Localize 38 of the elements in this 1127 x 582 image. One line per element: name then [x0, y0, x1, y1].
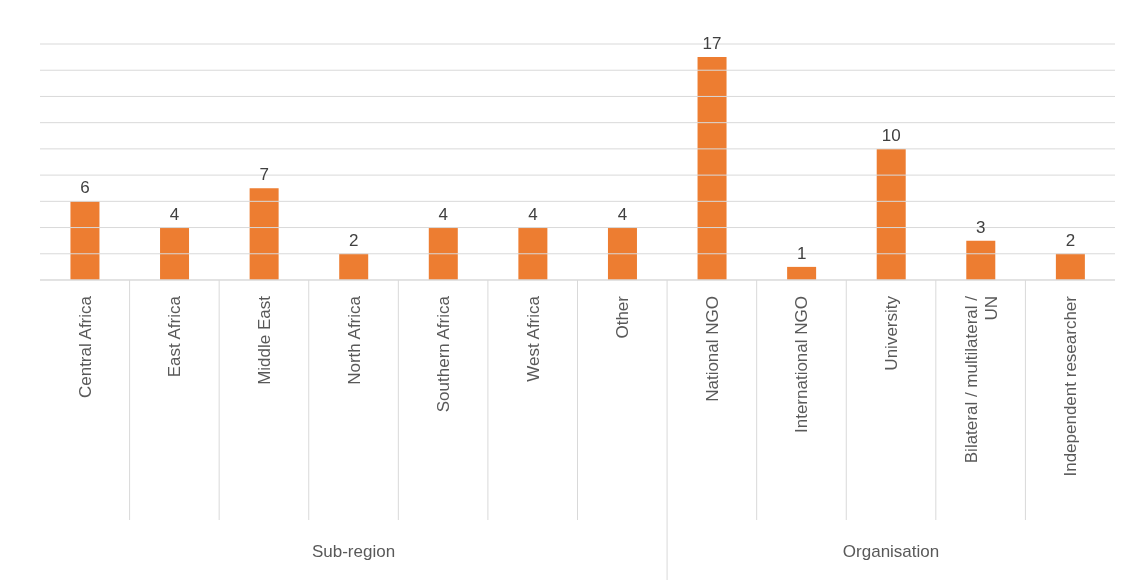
bar: [160, 227, 190, 280]
bar: [876, 148, 906, 280]
data-label: 4: [438, 204, 449, 224]
data-label: 4: [617, 204, 628, 224]
x-tick-label: East Africa: [165, 295, 185, 378]
bar: [518, 227, 548, 280]
x-tick-label: Other: [613, 295, 633, 339]
x-tick-label: North Africa: [344, 295, 364, 385]
x-tick-label: Central Africa: [75, 295, 95, 399]
bar: [787, 266, 817, 280]
bar: [1055, 253, 1085, 280]
text: Organisation: [842, 542, 940, 562]
data-label: 4: [528, 204, 538, 224]
x-tick-label: Independent researcher: [1061, 295, 1081, 477]
x-tick-label: West Africa: [523, 295, 543, 382]
data-label: 2: [348, 230, 359, 250]
data-label: 6: [80, 178, 90, 198]
data-label: 3: [976, 217, 986, 237]
bar: [339, 253, 369, 280]
data-label: 2: [1065, 230, 1076, 250]
text: Sub-region: [311, 542, 396, 562]
x-tick-label: National NGO: [702, 296, 722, 402]
bar: [966, 240, 996, 280]
data-label: 7: [259, 165, 269, 185]
data-label: 10: [881, 125, 901, 145]
data-label: 1: [796, 243, 807, 263]
bar: [607, 227, 637, 280]
bar: [249, 188, 279, 280]
x-tick-label: University: [882, 295, 902, 371]
bar: [70, 201, 100, 280]
data-label: 4: [169, 204, 180, 224]
x-tick-label: Southern Africa: [434, 295, 454, 413]
data-label: 17: [702, 34, 722, 54]
x-tick-label: Middle East: [254, 295, 274, 385]
bar: [697, 57, 727, 280]
bar: [428, 227, 458, 280]
x-tick-label: Bilateral / multilateral / UN: [961, 295, 1001, 464]
x-tick-label: International NGO: [792, 296, 812, 434]
